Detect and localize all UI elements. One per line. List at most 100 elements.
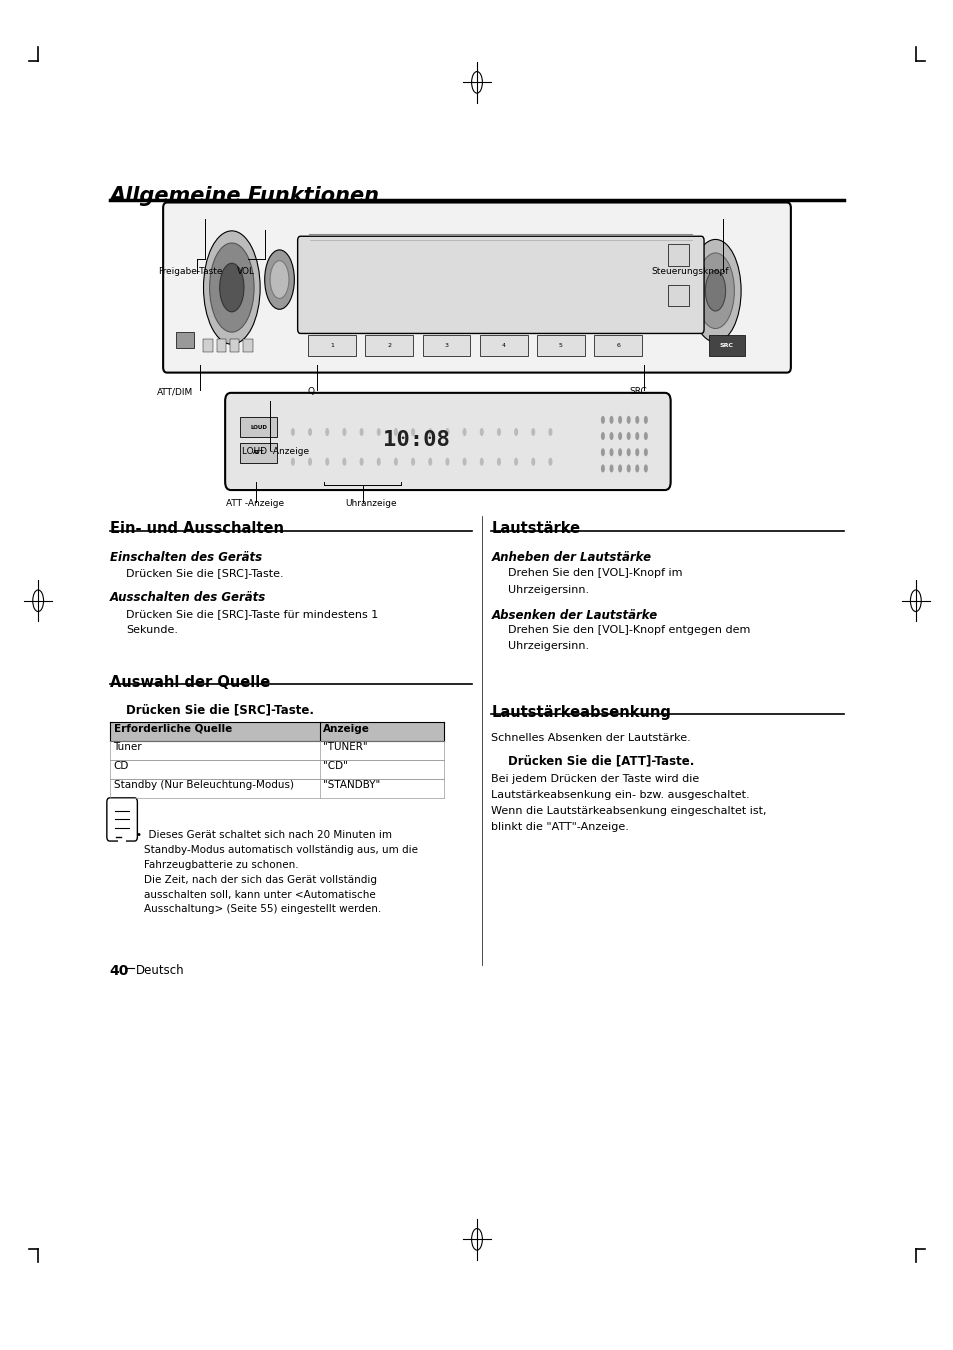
Text: Tuner: Tuner [113,743,142,752]
Ellipse shape [618,416,621,424]
Text: Lautstärkeabsenkung: Lautstärkeabsenkung [491,705,671,720]
Text: Drücken Sie die [ATT]-Taste.: Drücken Sie die [ATT]-Taste. [507,755,693,768]
Text: Anheben der Lautstärke: Anheben der Lautstärke [491,551,651,564]
Ellipse shape [643,464,647,472]
Ellipse shape [643,432,647,440]
Bar [422,335,470,356]
Text: SRC: SRC [629,387,647,397]
Text: Bei jedem Drücken der Taste wird die: Bei jedem Drücken der Taste wird die [491,774,699,783]
Ellipse shape [618,464,621,472]
Bar [110,741,443,760]
Bar [240,417,276,437]
Ellipse shape [618,432,621,440]
Ellipse shape [479,428,483,436]
Ellipse shape [342,458,346,466]
Ellipse shape [497,428,500,436]
Ellipse shape [600,432,604,440]
Ellipse shape [445,428,449,436]
Text: LOUD -Anzeige: LOUD -Anzeige [242,447,309,456]
Text: 5: 5 [558,343,562,348]
Bar [230,339,239,352]
Text: 40: 40 [110,964,129,977]
Ellipse shape [291,428,294,436]
Bar [203,339,213,352]
Ellipse shape [609,464,613,472]
Text: Q: Q [307,387,314,397]
Ellipse shape [359,428,363,436]
Text: Drehen Sie den [VOL]-Knopf entgegen dem: Drehen Sie den [VOL]-Knopf entgegen dem [507,625,749,634]
Text: 6: 6 [616,343,619,348]
Bar [708,335,744,356]
Ellipse shape [618,448,621,456]
Bar [118,836,126,849]
Ellipse shape [359,458,363,466]
Text: Wenn die Lautstärkeabsenkung eingeschaltet ist,: Wenn die Lautstärkeabsenkung eingeschalt… [491,806,766,815]
Text: Drücken Sie die [SRC]-Taste.: Drücken Sie die [SRC]-Taste. [126,568,283,578]
Text: Drehen Sie den [VOL]-Knopf im: Drehen Sie den [VOL]-Knopf im [507,568,681,578]
Ellipse shape [514,428,517,436]
Ellipse shape [626,464,630,472]
Ellipse shape [635,464,639,472]
Ellipse shape [548,428,552,436]
Bar [479,335,527,356]
Ellipse shape [600,464,604,472]
Ellipse shape [264,250,294,309]
Ellipse shape [411,458,415,466]
Bar [365,335,413,356]
Ellipse shape [411,428,415,436]
Ellipse shape [514,458,517,466]
Text: Standby-Modus automatisch vollständig aus, um die: Standby-Modus automatisch vollständig au… [144,845,417,855]
Ellipse shape [376,458,380,466]
Ellipse shape [270,261,289,298]
Ellipse shape [626,448,630,456]
Ellipse shape [497,458,500,466]
Text: "CD": "CD" [323,761,348,771]
Bar [110,779,443,798]
Ellipse shape [626,432,630,440]
Text: Standby (Nur Beleuchtung-Modus): Standby (Nur Beleuchtung-Modus) [113,780,294,790]
Ellipse shape [325,428,329,436]
Ellipse shape [609,416,613,424]
Ellipse shape [291,458,294,466]
Ellipse shape [203,231,260,344]
Text: ATT: ATT [253,451,264,455]
Text: Sekunde.: Sekunde. [126,625,178,634]
Ellipse shape [462,458,466,466]
Bar [667,244,688,266]
Ellipse shape [219,263,244,312]
FancyBboxPatch shape [163,202,790,373]
Text: Absenken der Lautstärke: Absenken der Lautstärke [491,609,657,622]
Text: blinkt die "ATT"-Anzeige.: blinkt die "ATT"-Anzeige. [491,822,629,832]
Text: •  Dieses Gerät schaltet sich nach 20 Minuten im: • Dieses Gerät schaltet sich nach 20 Min… [136,830,392,840]
Text: CD: CD [113,761,129,771]
Ellipse shape [394,428,397,436]
Bar [176,332,193,348]
Ellipse shape [635,448,639,456]
Ellipse shape [462,428,466,436]
Ellipse shape [635,432,639,440]
Text: ausschalten soll, kann unter <Automatische: ausschalten soll, kann unter <Automatisc… [144,890,375,899]
Bar [308,335,355,356]
Ellipse shape [609,448,613,456]
Bar [110,722,443,741]
Text: Erforderliche Quelle: Erforderliche Quelle [113,724,232,733]
Ellipse shape [600,448,604,456]
Bar [110,760,443,779]
Text: LOUD: LOUD [250,425,267,429]
Text: Ausschaltung> (Seite 55) eingestellt werden.: Ausschaltung> (Seite 55) eingestellt wer… [144,904,381,914]
Text: Uhranzeige: Uhranzeige [345,500,396,509]
Ellipse shape [635,416,639,424]
Ellipse shape [308,428,312,436]
Text: Steuerungsknopf: Steuerungsknopf [651,267,728,277]
Ellipse shape [600,416,604,424]
Ellipse shape [704,270,725,310]
Ellipse shape [308,458,312,466]
Ellipse shape [531,428,535,436]
Text: Lautstärkeabsenkung ein- bzw. ausgeschaltet.: Lautstärkeabsenkung ein- bzw. ausgeschal… [491,790,749,799]
Ellipse shape [643,416,647,424]
Text: Einschalten des Geräts: Einschalten des Geräts [110,551,261,564]
Text: VOL: VOL [236,267,254,277]
Text: Drücken Sie die [SRC]-Taste für mindestens 1: Drücken Sie die [SRC]-Taste für mindeste… [126,609,377,618]
Ellipse shape [210,243,253,332]
Text: Die Zeit, nach der sich das Gerät vollständig: Die Zeit, nach der sich das Gerät vollst… [144,875,376,884]
